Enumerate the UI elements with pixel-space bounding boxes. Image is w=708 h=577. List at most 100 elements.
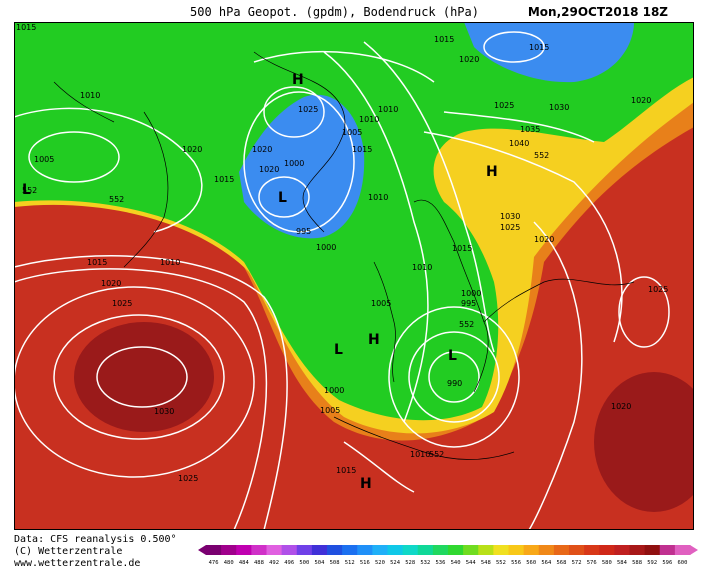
isobar-label: 1010 — [412, 263, 432, 272]
isobar-label: 1005 — [371, 299, 391, 308]
isobar-label: 1000 — [316, 243, 336, 252]
scale-swatch — [629, 545, 646, 555]
valid-time: Mon,29OCT2018 18Z — [527, 5, 668, 19]
isobar-label: 990 — [447, 379, 462, 388]
geopotential-label: 552 — [429, 450, 444, 459]
scale-swatch — [342, 545, 358, 555]
scale-tick-label: 500 — [299, 560, 309, 566]
scale-arrow-left — [198, 545, 206, 555]
isobar-label: 1040 — [509, 139, 529, 148]
scale-tick-label: 564 — [541, 560, 552, 566]
field-darkred-high — [74, 322, 214, 432]
map-canvas: 1015 1010 1005 1020 1015 1025 1020 1000 … — [14, 22, 694, 530]
scale-tick-label: 592 — [647, 560, 657, 566]
scale-swatch — [357, 545, 373, 555]
field-blue-north — [464, 22, 634, 83]
scale-tick-label: 544 — [466, 560, 477, 566]
scale-tick-label: 480 — [224, 560, 234, 566]
scale-tick-label: 584 — [617, 560, 628, 566]
scale-swatch — [569, 545, 585, 555]
map-title: 500 hPa Geopot. (gpdm), Bodendruck (hPa) — [190, 5, 479, 19]
scale-tick-label: 540 — [451, 560, 461, 566]
isobar-label: 1005 — [342, 128, 362, 137]
high-symbol: H — [486, 164, 498, 180]
scale-tick-label: 492 — [269, 560, 279, 566]
weather-map: 1015 1010 1005 1020 1015 1025 1020 1000 … — [14, 22, 694, 530]
isobar-label: 1010 — [160, 258, 180, 267]
color-scale-bar: 476 480 484 488 492 496 500 504 508 512 516 520 524 5… — [198, 545, 698, 566]
scale-tick-label: 548 — [481, 560, 491, 566]
geopotential-label: 552 — [534, 151, 549, 160]
scale-swatch — [674, 545, 691, 555]
copyright: (C) Wetterzentrale — [14, 546, 123, 557]
isobar-label: 1020 — [631, 96, 651, 105]
scale-swatch — [432, 545, 449, 555]
high-symbol: H — [360, 476, 372, 492]
scale-swatch — [508, 545, 525, 555]
scale-swatch — [251, 545, 267, 555]
scale-swatch — [463, 545, 479, 555]
isobar-label: 1020 — [259, 165, 279, 174]
isobar-label: 1015 — [16, 23, 36, 32]
isobar-label: 1005 — [320, 406, 340, 415]
scale-swatch — [493, 545, 509, 555]
scale-swatch — [538, 545, 555, 555]
scale-tick-label: 600 — [677, 560, 687, 566]
scale-swatch — [478, 545, 494, 555]
map-frame — [14, 22, 694, 530]
scale-swatch — [614, 545, 630, 555]
low-symbol: L — [448, 348, 457, 364]
low-symbol: L — [22, 182, 31, 198]
isobar-label: 1010 — [410, 450, 430, 459]
isobar-lines — [14, 31, 670, 530]
field-darkred-east — [594, 372, 694, 512]
scale-tick-label: 568 — [556, 560, 566, 566]
scale-tick-label: 560 — [526, 560, 536, 566]
scale-tick-label: 576 — [587, 560, 597, 566]
isobar-label: 1010 — [378, 105, 398, 114]
scale-tick-label: 596 — [662, 560, 672, 566]
scale-tick-label: 588 — [632, 560, 642, 566]
isobar-label: 1015 — [336, 466, 356, 475]
scale-tick-label: 504 — [314, 560, 325, 566]
isobar-label: 1015 — [452, 244, 472, 253]
isobar-label: 1010 — [359, 115, 379, 124]
scale-tick-label: 484 — [239, 560, 250, 566]
isobar-label: 1020 — [534, 235, 554, 244]
website-link[interactable]: www.wetterzentrale.de — [14, 558, 141, 569]
scale-tick-label: 512 — [345, 560, 355, 566]
data-source: Data: CFS reanalysis 0.500° — [14, 534, 177, 545]
isobar-label: 1020 — [101, 279, 121, 288]
scale-swatch — [553, 545, 570, 555]
isobar-label: 1000 — [461, 289, 481, 298]
scale-swatch — [236, 545, 252, 555]
scale-tick-label: 572 — [572, 560, 582, 566]
scale-swatch — [206, 545, 222, 555]
isobar-label: 1015 — [434, 35, 454, 44]
isobar-label: 1000 — [284, 159, 304, 168]
scale-swatch — [387, 545, 404, 555]
scale-tick-label: 516 — [360, 560, 370, 566]
isobar-label: 1020 — [459, 55, 479, 64]
isobar-label: 1005 — [34, 155, 54, 164]
scale-swatch — [584, 545, 600, 555]
scale-swatch — [523, 545, 540, 555]
scale-tick-label: 508 — [330, 560, 340, 566]
scale-swatch — [327, 545, 343, 555]
isobar-label: 1025 — [648, 285, 668, 294]
scale-swatch — [281, 545, 298, 555]
scale-tick-label: 524 — [390, 560, 401, 566]
scale-swatch — [221, 545, 237, 555]
scale-swatch — [311, 545, 328, 555]
low-symbol: L — [334, 342, 343, 358]
isobar-label: 1015 — [352, 145, 372, 154]
scale-swatch — [448, 545, 464, 555]
isobar-label: 1000 — [324, 386, 344, 395]
isobar-label: 1030 — [500, 212, 520, 221]
field-blue-west — [239, 94, 365, 239]
isobar-label: 995 — [296, 227, 311, 236]
scale-tick-label: 528 — [405, 560, 415, 566]
scale-swatch — [402, 545, 419, 555]
scale-tick-label: 488 — [254, 560, 264, 566]
coastlines — [53, 51, 635, 460]
